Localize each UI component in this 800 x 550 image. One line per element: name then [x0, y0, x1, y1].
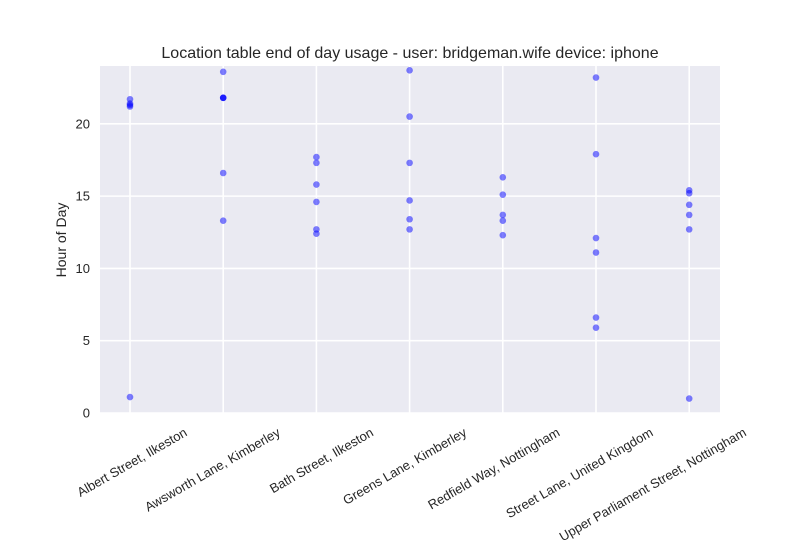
y-tick-label: 5: [83, 333, 90, 348]
data-point: [685, 395, 693, 402]
data-point: [126, 393, 134, 401]
data-point: [685, 189, 693, 197]
data-point: [499, 217, 507, 225]
data-point: [406, 67, 413, 74]
y-axis-label: Hour of Day: [53, 203, 69, 278]
data-point: [219, 68, 227, 76]
data-point: [592, 314, 600, 321]
data-point: [685, 201, 693, 209]
data-point: [499, 174, 507, 181]
y-tick-label: 20: [76, 116, 90, 131]
data-point: [406, 197, 413, 204]
data-point: [406, 113, 413, 120]
data-point: [685, 211, 693, 219]
data-point: [313, 159, 320, 167]
data-point: [313, 230, 320, 238]
data-points: [126, 67, 693, 402]
data-point: [406, 159, 413, 167]
data-point: [313, 153, 320, 161]
y-tick-label: 10: [76, 261, 90, 276]
data-point: [592, 74, 600, 81]
y-tick-labels: 0 5 10 15 20: [76, 116, 90, 420]
data-point: [592, 234, 600, 242]
data-point: [499, 231, 507, 239]
data-point: [592, 249, 600, 256]
data-point: [685, 226, 693, 233]
y-tick-label: 0: [83, 406, 90, 421]
data-point: [219, 94, 227, 102]
data-point: [499, 211, 507, 219]
chart-title: Location table end of day usage - user: …: [161, 45, 658, 62]
data-point: [592, 150, 600, 158]
data-point: [313, 198, 320, 206]
data-point: [406, 226, 413, 233]
data-point: [126, 103, 134, 110]
data-point: [406, 215, 413, 223]
data-point: [219, 217, 227, 225]
data-point: [592, 324, 600, 331]
y-tick-label: 15: [76, 189, 90, 204]
data-point: [219, 169, 227, 177]
data-point: [313, 181, 320, 188]
data-point: [499, 191, 507, 198]
